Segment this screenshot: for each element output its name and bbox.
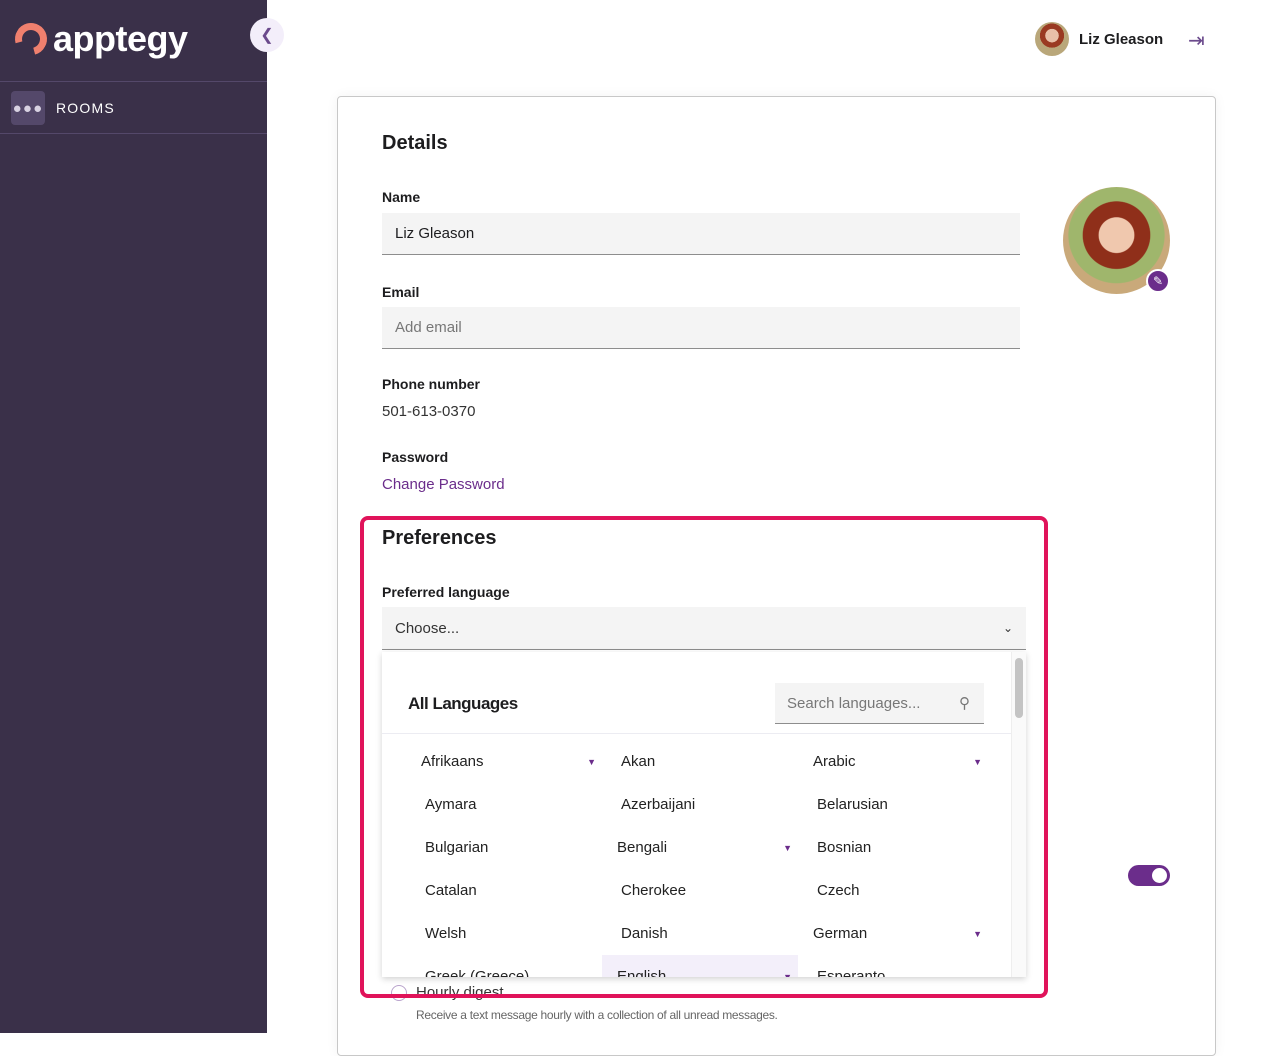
language-option[interactable]: Bulgarian [406, 826, 602, 869]
language-search-input[interactable]: Search languages... ⚲ [775, 683, 984, 724]
language-name: Bulgarian [425, 839, 489, 856]
hourly-digest-description: Receive a text message hourly with a col… [416, 1008, 778, 1022]
language-option[interactable]: Czech [798, 869, 988, 912]
language-name: Afrikaans [421, 753, 484, 770]
language-name: Belarusian [817, 796, 888, 813]
logo-mark-icon [9, 17, 53, 61]
language-name: Greek (Greece) [425, 968, 530, 977]
highlight-box [360, 516, 1048, 998]
apptegy-logo[interactable]: apptegy [9, 17, 188, 61]
scrollbar-thumb[interactable] [1015, 658, 1023, 718]
language-option[interactable]: Bengali ▼ [602, 826, 798, 869]
language-option[interactable]: Akan [602, 740, 798, 783]
language-name: German [813, 925, 868, 942]
pencil-icon: ✎ [1152, 274, 1164, 288]
language-option[interactable]: Cherokee [602, 869, 798, 912]
language-name: Danish [621, 925, 668, 942]
divider [0, 133, 267, 134]
email-placeholder: Add email [395, 319, 462, 336]
language-option[interactable]: German ▼ [798, 912, 988, 955]
logo-text: apptegy [53, 18, 188, 59]
language-option[interactable]: Catalan [406, 869, 602, 912]
logout-button[interactable]: ⇥ [1188, 28, 1205, 53]
language-name: Azerbaijani [621, 796, 696, 813]
language-option[interactable]: Greek (Greece) [406, 955, 602, 977]
language-name: Akan [621, 753, 656, 770]
caret-down-icon[interactable]: ▼ [973, 756, 982, 767]
group-icon: ●●● [11, 91, 45, 125]
email-field[interactable]: Add email [382, 307, 1020, 349]
collapse-sidebar-button[interactable]: ❮ [250, 18, 284, 52]
language-name: Arabic [813, 753, 856, 770]
language-name: English [617, 968, 667, 977]
search-icon: ⚲ [959, 695, 970, 712]
caret-down-icon[interactable]: ▼ [973, 928, 982, 939]
sidebar-item-rooms[interactable]: ●●● ROOMS [11, 91, 115, 125]
phone-label: Phone number [382, 376, 481, 392]
edit-photo-button[interactable]: ✎ [1146, 269, 1170, 293]
password-label: Password [382, 449, 449, 465]
user-name: Liz Gleason [1079, 30, 1164, 48]
sidebar: apptegy ●●● ROOMS [0, 0, 267, 1033]
phone-value: 501-613-0370 [382, 403, 476, 420]
language-option[interactable]: Afrikaans ▼ [406, 740, 602, 783]
language-option[interactable]: Danish [602, 912, 798, 955]
avatar [1035, 22, 1069, 56]
chevron-down-icon: ⌄ [1002, 621, 1013, 635]
language-name: Cherokee [621, 882, 687, 899]
language-dropdown: All Languages Search languages... ⚲ Afrik… [382, 652, 1026, 977]
language-option[interactable]: Esperanto [798, 955, 988, 977]
language-name: Bengali [617, 839, 668, 856]
language-label: Preferred language [382, 584, 510, 600]
language-name: Esperanto [817, 968, 886, 977]
caret-down-icon[interactable]: ▼ [783, 842, 792, 853]
language-name: Bosnian [817, 839, 872, 856]
scrollbar[interactable] [1011, 652, 1026, 977]
divider [0, 81, 267, 82]
notification-toggle[interactable] [1128, 865, 1170, 886]
toggle-knob [1152, 868, 1167, 883]
details-title: Details [382, 132, 448, 154]
dropdown-title: All Languages [408, 694, 518, 713]
logout-icon: ⇥ [1188, 30, 1205, 52]
language-option[interactable]: Belarusian [798, 783, 988, 826]
language-grid: Afrikaans ▼ Akan Arabic ▼ Aymara Azerbaijani Be… [406, 740, 988, 977]
language-option[interactable]: Bosnian [798, 826, 988, 869]
language-option[interactable]: Welsh [406, 912, 602, 955]
language-option[interactable]: Arabic ▼ [798, 740, 988, 783]
caret-down-icon[interactable]: ▼ [783, 971, 792, 978]
caret-down-icon[interactable]: ▼ [587, 756, 596, 767]
hourly-digest-radio[interactable] [391, 985, 407, 1001]
preferences-title: Preferences [382, 527, 497, 549]
email-label: Email [382, 284, 420, 300]
name-label: Name [382, 189, 421, 205]
chevron-left-icon: ❮ [260, 27, 274, 44]
language-placeholder: Choose... [395, 619, 460, 637]
search-placeholder: Search languages... [787, 694, 921, 712]
language-name: Czech [817, 882, 860, 899]
name-value: Liz Gleason [395, 225, 475, 242]
language-name: Catalan [425, 882, 477, 899]
language-select[interactable]: Choose... ⌄ [382, 607, 1026, 650]
name-field[interactable]: Liz Gleason [382, 213, 1020, 255]
language-name: Aymara [425, 796, 477, 813]
language-option[interactable]: Aymara [406, 783, 602, 826]
change-password-link[interactable]: Change Password [382, 476, 505, 493]
user-menu[interactable]: Liz Gleason [1035, 22, 1163, 56]
language-name: Welsh [425, 925, 467, 942]
sidebar-item-label: ROOMS [56, 100, 115, 116]
divider [382, 733, 1011, 734]
language-option[interactable]: Azerbaijani [602, 783, 798, 826]
language-option[interactable]: English ▼ [602, 955, 798, 977]
